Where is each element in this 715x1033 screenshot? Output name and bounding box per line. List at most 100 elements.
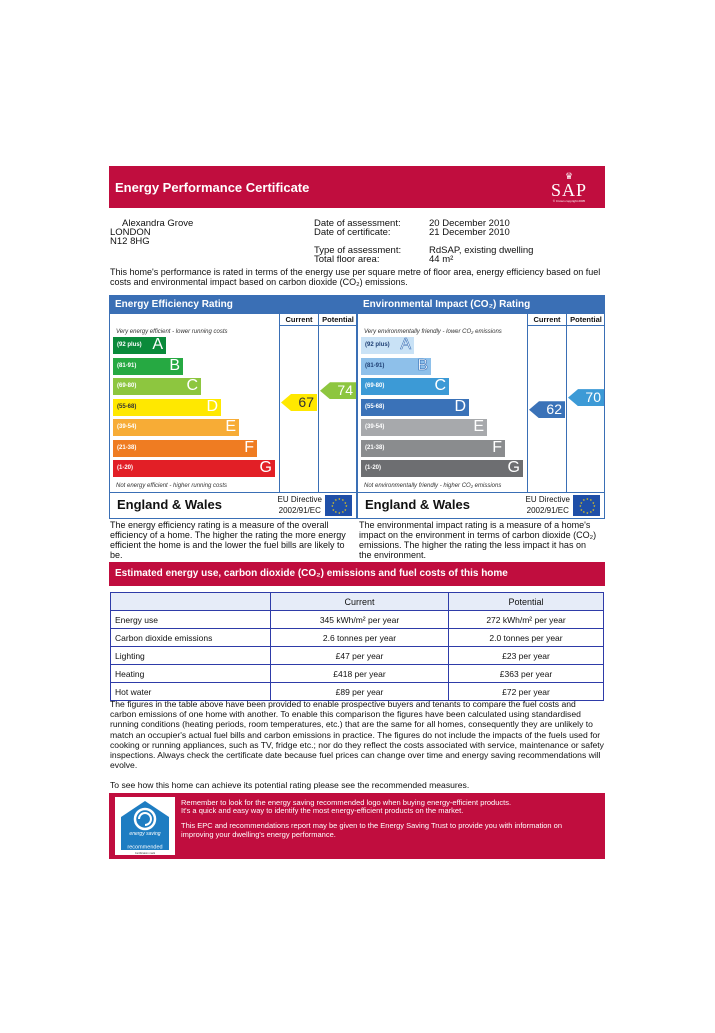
eu-directive-number: 2002/91/EC — [526, 506, 569, 515]
table-row: Energy use 345 kWh/m² per year 272 kWh/m… — [110, 610, 604, 629]
eu-star-icon: ★ — [586, 511, 589, 515]
row-current: £47 per year — [270, 646, 449, 665]
eu-star-icon: ★ — [331, 500, 335, 505]
assessment-type-value: RdSAP, existing dwelling — [429, 245, 534, 256]
env-band-range: (81-91) — [365, 362, 385, 369]
env-band-range: (21-38) — [365, 444, 385, 451]
address-line-2: LONDON — [110, 227, 151, 238]
row-potential: 272 kWh/m² per year — [448, 610, 604, 629]
eu-star-icon: ★ — [338, 497, 341, 501]
env-bottom-note: Not environmentally friendly - higher CO… — [364, 483, 502, 489]
eu-star-icon: ★ — [592, 500, 595, 505]
eu-star-icon: ★ — [579, 504, 582, 508]
eu-star-icon: ★ — [582, 497, 586, 502]
estimated-section-title: Estimated energy use, carbon dioxide (CO… — [109, 562, 605, 586]
env-band-a: (92 plus) A — [361, 336, 414, 354]
energy-band-range: (55-68) — [117, 403, 137, 410]
table-row: Carbon dioxide emissions 2.6 tonnes per … — [110, 628, 604, 647]
eu-star-icon: ★ — [331, 504, 334, 508]
eu-star-icon: ★ — [334, 510, 338, 515]
row-current: £89 per year — [270, 682, 449, 701]
energy-potential-header: Potential — [318, 314, 357, 326]
certificate-date-label: Date of certificate: — [314, 227, 391, 238]
env-band-letter: D — [454, 397, 466, 415]
energy-band-range: (81-91) — [117, 362, 137, 369]
cost-header-current: Current — [270, 592, 449, 611]
address-line-1: Alexandra Grove — [122, 218, 194, 229]
assessment-date-value: 20 December 2010 — [429, 218, 510, 229]
logo-top-text: energy saving — [129, 831, 160, 837]
env-band-g: (1-20) G — [361, 459, 523, 477]
eu-star-icon: ★ — [589, 497, 593, 502]
env-band-range: (69-80) — [365, 383, 385, 389]
row-potential: £72 per year — [448, 682, 604, 701]
assessment-date-label: Date of assessment: — [314, 218, 401, 229]
sap-logo-text: SAP — [550, 180, 588, 200]
env-band-letter: F — [492, 438, 502, 456]
energy-band-letter: F — [244, 438, 254, 456]
eu-star-icon: ★ — [341, 497, 345, 502]
env-band-d: (55-68) D — [361, 397, 469, 416]
sap-logo-copyright: © Crown copyright 2005 — [552, 199, 586, 203]
env-band-letter: E — [473, 418, 484, 435]
row-label: Heating — [110, 664, 271, 683]
row-current: £418 per year — [270, 664, 449, 683]
energy-band-letter: G — [259, 459, 272, 476]
energy-band-range: (92 plus) — [117, 342, 142, 348]
env-band-range: (39-54) — [365, 424, 385, 430]
eu-star-icon: ★ — [586, 497, 589, 501]
energy-region: England & Wales — [117, 497, 222, 512]
eu-flag-icon: ★ ★ ★ ★ ★ ★ ★ ★ ★ ★ ★ ★ — [573, 495, 600, 516]
intro-text: This home's performance is rated in term… — [110, 267, 601, 287]
assessment-type-label: Type of assessment: — [314, 245, 402, 256]
table-row: Hot water £89 per year £72 per year — [110, 682, 604, 701]
certificate-date-value: 21 December 2010 — [429, 227, 510, 238]
header-bar: Energy Performance Certificate ♛ SAP © C… — [109, 166, 605, 208]
eu-directive-number: 2002/91/EC — [278, 506, 321, 515]
eu-directive-label: EU Directive — [277, 495, 322, 504]
row-label: Hot water — [110, 682, 271, 701]
row-label: Lighting — [110, 646, 271, 665]
energy-footer: England & Wales EU Directive 2002/91/EC … — [110, 492, 356, 519]
energy-band-g: (1-20) G — [113, 459, 275, 477]
eu-star-icon: ★ — [592, 507, 595, 512]
energy-band-b: (81-91) B — [113, 357, 183, 375]
recommended-box: energy saving recommended Certification … — [109, 793, 605, 859]
eu-star-icon: ★ — [589, 510, 593, 515]
env-region: England & Wales — [365, 497, 470, 512]
see-recommendations: To see how this home can achieve its pot… — [110, 780, 470, 790]
energy-band-a: (92 plus) A — [113, 336, 166, 354]
eu-flag-icon: ★ ★ ★ ★ ★ ★ ★ ★ ★ ★ ★ ★ — [325, 495, 352, 516]
energy-band-letter: A — [152, 336, 163, 353]
cost-table: Current Potential Energy use 345 kWh/m² … — [110, 592, 604, 701]
energy-band-d: (55-68) D — [113, 398, 221, 416]
logo-mark-text: Certification mark — [135, 851, 156, 855]
env-band-e: (39-54) E — [361, 418, 487, 436]
energy-band-range: (39-54) — [117, 424, 137, 430]
env-band-letter: C — [434, 377, 446, 394]
energy-band-range: (1-20) — [117, 465, 134, 471]
environmental-impact-title: Environmental Impact (CO₂) Rating — [358, 296, 604, 314]
row-potential: £23 per year — [448, 646, 604, 665]
energy-description: The energy efficiency rating is a measur… — [110, 520, 346, 560]
eu-star-icon: ★ — [344, 507, 347, 512]
eu-star-icon: ★ — [579, 500, 583, 505]
env-description: The environmental impact rating is a mea… — [359, 520, 597, 560]
energy-bottom-note: Not energy efficient - higher running co… — [116, 483, 228, 489]
env-top-note: Very environmentally friendly - lower CO… — [364, 329, 502, 335]
row-label: Energy use — [110, 610, 271, 629]
recommended-line-2: It's a quick and easy way to identify th… — [181, 806, 464, 815]
eu-star-icon: ★ — [338, 511, 341, 515]
energy-current-header: Current — [279, 314, 318, 326]
env-band-range: (1-20) — [365, 465, 382, 471]
eu-star-icon: ★ — [341, 510, 345, 515]
env-band-c: (69-80) C — [361, 377, 449, 395]
eu-star-icon: ★ — [579, 507, 583, 512]
page-title: Energy Performance Certificate — [115, 180, 310, 195]
env-current-header: Current — [527, 314, 566, 326]
env-current-pointer: 62 — [529, 401, 565, 419]
row-current: 345 kWh/m² per year — [270, 610, 449, 629]
recommended-line-1: Remember to look for the energy saving r… — [181, 798, 512, 807]
environmental-impact-panel: Environmental Impact (CO₂) Rating Curren… — [357, 295, 605, 519]
env-grid-line — [566, 326, 567, 492]
